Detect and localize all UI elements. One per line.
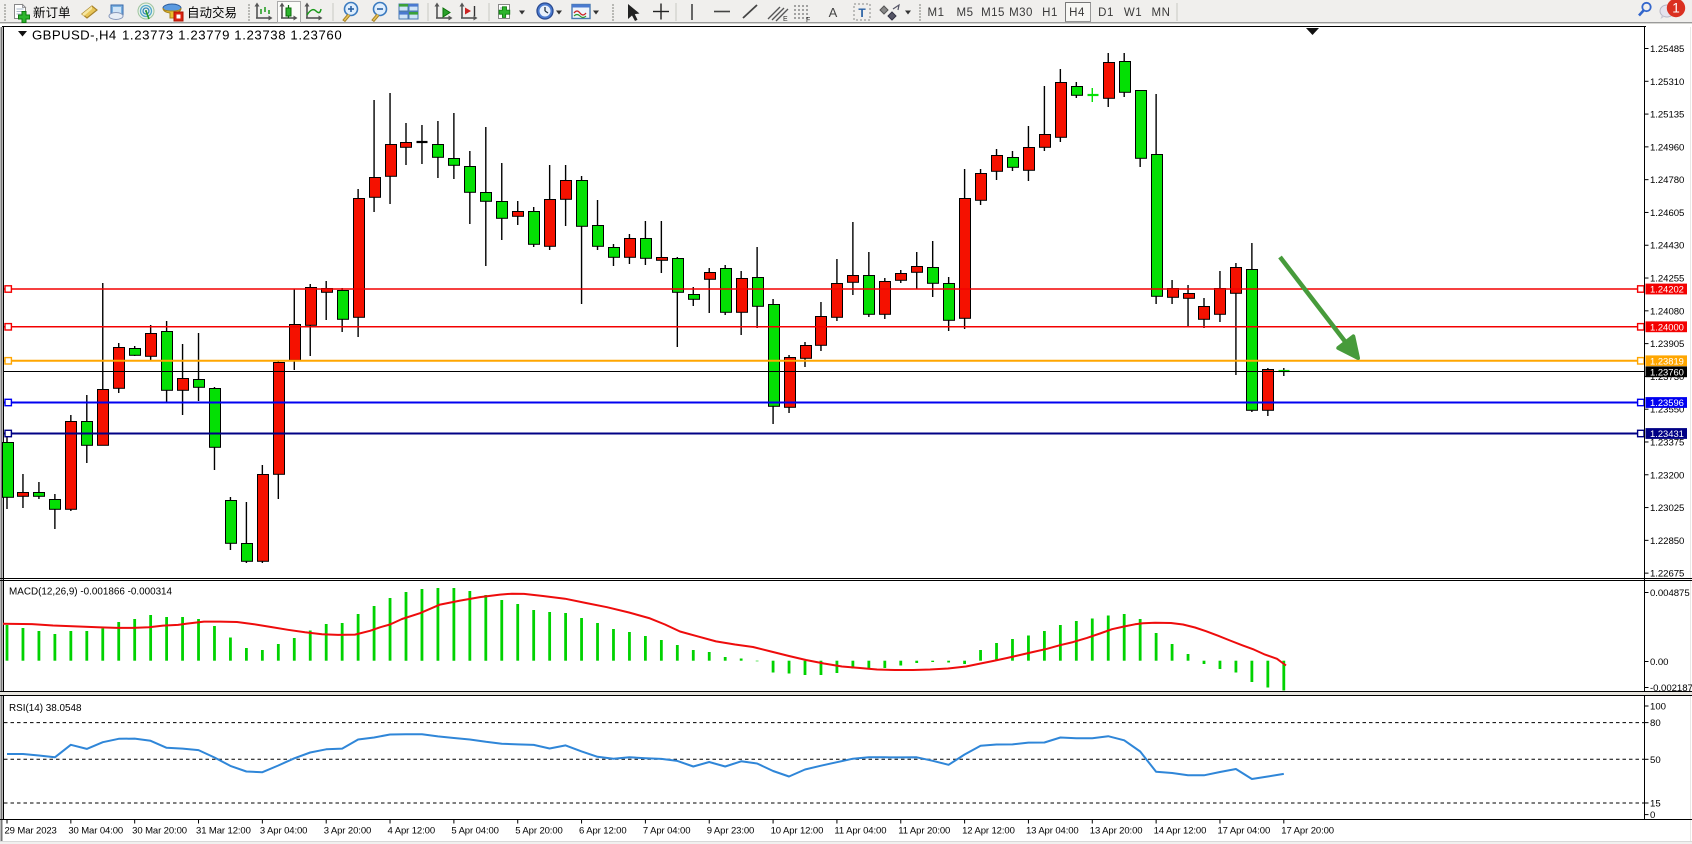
svg-text:W1: W1 <box>1124 7 1142 19</box>
svg-text:M30: M30 <box>1009 7 1033 19</box>
svg-text:0: 0 <box>1650 810 1655 821</box>
svg-text:10 Apr 12:00: 10 Apr 12:00 <box>771 826 824 837</box>
svg-text:30 Mar 20:00: 30 Mar 20:00 <box>132 826 187 837</box>
svg-text:M5: M5 <box>957 7 974 19</box>
svg-text:17 Apr 04:00: 17 Apr 04:00 <box>1217 826 1270 837</box>
svg-text:1.23596: 1.23596 <box>1650 397 1684 408</box>
svg-text:RSI(14) 38.0548: RSI(14) 38.0548 <box>9 703 82 714</box>
svg-text:GBPUSD-,H4: GBPUSD-,H4 <box>32 28 117 43</box>
svg-text:-0.002187: -0.002187 <box>1650 683 1692 694</box>
svg-text:100: 100 <box>1650 702 1666 713</box>
svg-text:1.22675: 1.22675 <box>1650 569 1684 580</box>
svg-text:1.23730: 1.23730 <box>1650 372 1684 383</box>
svg-text:1.23550: 1.23550 <box>1650 405 1684 416</box>
svg-text:1.23200: 1.23200 <box>1650 470 1684 481</box>
svg-text:M1: M1 <box>928 7 945 19</box>
svg-text:E: E <box>783 16 788 23</box>
svg-text:D1: D1 <box>1098 7 1114 19</box>
svg-text:7 Apr 04:00: 7 Apr 04:00 <box>643 826 691 837</box>
svg-text:12 Apr 12:00: 12 Apr 12:00 <box>962 826 1015 837</box>
svg-text:MN: MN <box>1152 7 1171 19</box>
svg-text:0.004875: 0.004875 <box>1650 588 1690 599</box>
svg-text:1.24202: 1.24202 <box>1650 284 1684 295</box>
svg-text:5 Apr 20:00: 5 Apr 20:00 <box>515 826 563 837</box>
svg-text:13 Apr 04:00: 13 Apr 04:00 <box>1026 826 1079 837</box>
svg-text:3 Apr 20:00: 3 Apr 20:00 <box>324 826 372 837</box>
svg-text:31 Mar 12:00: 31 Mar 12:00 <box>196 826 251 837</box>
svg-text:T: T <box>858 6 866 20</box>
svg-text:15: 15 <box>1650 799 1661 810</box>
svg-text:MACD(12,26,9) -0.001866 -0.000: MACD(12,26,9) -0.001866 -0.000314 <box>9 587 173 598</box>
svg-text:4 Apr 12:00: 4 Apr 12:00 <box>388 826 436 837</box>
svg-text:1.23375: 1.23375 <box>1650 437 1684 448</box>
svg-text:1.23025: 1.23025 <box>1650 503 1684 514</box>
svg-text:80: 80 <box>1650 718 1661 729</box>
svg-text:A: A <box>829 5 838 20</box>
svg-text:11 Apr 04:00: 11 Apr 04:00 <box>834 826 886 837</box>
svg-text:1.23431: 1.23431 <box>1650 428 1684 439</box>
svg-text:M15: M15 <box>981 7 1005 19</box>
svg-text:1.23760: 1.23760 <box>1650 366 1684 377</box>
svg-text:H4: H4 <box>1069 7 1085 19</box>
svg-text:3 Apr 04:00: 3 Apr 04:00 <box>260 826 308 837</box>
svg-text:F: F <box>806 17 810 24</box>
svg-text:1: 1 <box>1672 1 1680 16</box>
svg-text:14 Apr 12:00: 14 Apr 12:00 <box>1154 826 1207 837</box>
svg-text:1.24255: 1.24255 <box>1650 274 1684 285</box>
svg-text:6 Apr 12:00: 6 Apr 12:00 <box>579 826 627 837</box>
svg-text:13 Apr 20:00: 13 Apr 20:00 <box>1090 826 1143 837</box>
svg-text:1.24080: 1.24080 <box>1650 306 1684 317</box>
svg-text:1.22850: 1.22850 <box>1650 536 1684 547</box>
svg-text:1.25485: 1.25485 <box>1650 44 1684 55</box>
svg-text:5 Apr 04:00: 5 Apr 04:00 <box>451 826 499 837</box>
svg-text:1.23819: 1.23819 <box>1650 355 1684 366</box>
svg-text:1.24605: 1.24605 <box>1650 208 1684 219</box>
svg-text:自动交易: 自动交易 <box>187 5 237 20</box>
svg-text:17 Apr 20:00: 17 Apr 20:00 <box>1281 826 1334 837</box>
svg-text:50: 50 <box>1650 755 1661 766</box>
svg-text:29 Mar 2023: 29 Mar 2023 <box>5 826 57 837</box>
svg-text:新订单: 新订单 <box>33 5 71 20</box>
svg-text:1.24960: 1.24960 <box>1650 142 1684 153</box>
svg-text:9 Apr 23:00: 9 Apr 23:00 <box>707 826 755 837</box>
svg-text:0.00: 0.00 <box>1650 657 1668 668</box>
svg-text:11 Apr 20:00: 11 Apr 20:00 <box>898 826 950 837</box>
svg-text:1.24430: 1.24430 <box>1650 241 1684 252</box>
svg-text:H1: H1 <box>1042 7 1058 19</box>
svg-text:30 Mar 04:00: 30 Mar 04:00 <box>68 826 123 837</box>
svg-text:1.24780: 1.24780 <box>1650 175 1684 186</box>
svg-text:1.23905: 1.23905 <box>1650 339 1684 350</box>
svg-text:1.24000: 1.24000 <box>1650 321 1684 332</box>
svg-text:1.25310: 1.25310 <box>1650 77 1684 88</box>
svg-text:1.23773 1.23779 1.23738 1.2376: 1.23773 1.23779 1.23738 1.23760 <box>122 28 342 43</box>
svg-text:1.25135: 1.25135 <box>1650 110 1684 121</box>
